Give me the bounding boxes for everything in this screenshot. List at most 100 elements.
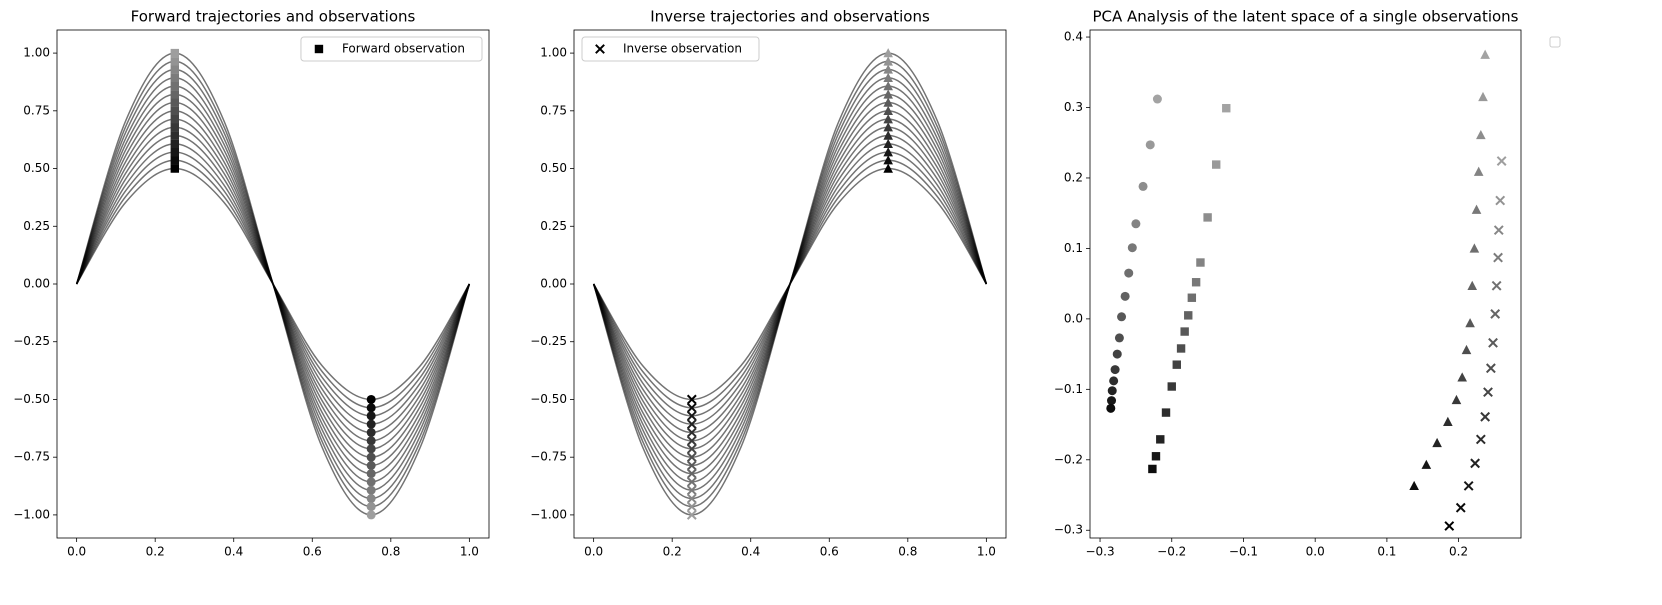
x-tick-label: 0.0	[67, 545, 86, 559]
scatter-point	[1495, 195, 1506, 206]
observation-marker	[170, 73, 180, 82]
scatter-point	[1491, 280, 1502, 291]
observation-marker	[366, 494, 376, 504]
y-tick-label: 0.3	[1064, 100, 1083, 114]
x-tick-label: 0.4	[741, 545, 760, 559]
scatter-point	[1127, 243, 1137, 253]
scatter-point	[1184, 311, 1193, 320]
scatter-point	[1461, 344, 1472, 355]
x-tick-label: 0.4	[224, 545, 243, 559]
y-tick-label: −0.75	[13, 450, 50, 464]
observation-marker	[686, 510, 697, 520]
x-tick-label: −0.2	[1157, 545, 1186, 559]
observation-marker	[366, 510, 376, 520]
y-tick-label: 0.00	[540, 277, 567, 291]
observation-marker	[686, 476, 697, 487]
observation-marker	[366, 394, 376, 404]
scatter-point	[1172, 360, 1181, 369]
observation-marker	[686, 410, 697, 421]
y-tick-label: 0.75	[23, 103, 50, 117]
scatter-point	[1176, 344, 1186, 353]
scatter-point	[1106, 403, 1116, 413]
observation-marker	[170, 147, 180, 157]
scatter-point	[1476, 129, 1486, 140]
y-tick-label: −0.2	[1054, 452, 1083, 466]
x-tick-label: 1.0	[460, 545, 479, 559]
observation-marker	[170, 123, 180, 132]
scatter-point	[1152, 94, 1162, 104]
observation-marker	[686, 468, 697, 479]
observation-marker	[366, 502, 376, 512]
observation-marker	[170, 98, 180, 107]
scatter-point	[1493, 252, 1503, 263]
observation-marker	[170, 81, 180, 91]
observation-marker	[366, 411, 376, 421]
scatter-point	[1161, 408, 1171, 417]
y-tick-label: 0.50	[23, 161, 50, 175]
observation-marker	[366, 427, 376, 437]
observation-marker	[883, 105, 893, 116]
scatter-point	[1148, 464, 1157, 474]
legend-box	[1549, 36, 1561, 48]
scatter-point	[1107, 396, 1117, 406]
observation-marker	[686, 435, 697, 446]
scatter-point	[1465, 318, 1475, 328]
x-tick-label: 0.0	[1306, 545, 1325, 559]
scatter-point	[1493, 225, 1504, 236]
observation-marker	[686, 402, 697, 413]
scatter-point	[1212, 160, 1221, 169]
observation-marker	[170, 57, 180, 66]
x-tick-label: 0.2	[1449, 545, 1468, 559]
x-tick-label: 0.6	[303, 545, 322, 559]
scatter-point	[1421, 459, 1432, 469]
legend: Forward observation	[300, 36, 483, 62]
scatter-point	[1463, 480, 1474, 491]
observation-marker	[170, 65, 180, 74]
y-tick-label: −0.1	[1054, 382, 1083, 396]
y-tick-label: −0.3	[1054, 523, 1083, 537]
scatter-point	[1496, 156, 1507, 166]
observation-marker	[883, 89, 893, 99]
observation-marker	[883, 138, 893, 149]
y-tick-label: 0.00	[23, 277, 50, 291]
legend-label: Inverse observation	[623, 42, 742, 56]
x-tick-label: −0.3	[1085, 545, 1114, 559]
scatter-point	[1196, 258, 1205, 267]
scatter-point	[1473, 166, 1484, 176]
observation-marker	[686, 485, 697, 496]
legend-label: Forward observation	[342, 42, 465, 56]
scatter-point	[1483, 387, 1493, 398]
axes-frame	[56, 29, 490, 539]
y-tick-label: −0.25	[530, 334, 567, 348]
scatter-point	[1488, 337, 1498, 348]
observation-marker	[883, 56, 893, 66]
scatter-point	[1478, 91, 1488, 102]
observation-marker	[366, 419, 376, 429]
scatter-point	[1470, 458, 1481, 469]
y-tick-label: 0.1	[1064, 241, 1083, 255]
axes-frame	[573, 29, 1007, 539]
scatter-point	[1480, 411, 1491, 422]
scatter-point	[1151, 452, 1161, 461]
scatter-point	[1156, 435, 1165, 444]
x-tick-label: 0.6	[820, 545, 839, 559]
y-tick-label: −0.25	[13, 334, 50, 348]
x-tick-label: 0.1	[1377, 545, 1396, 559]
y-tick-label: 0.0	[1064, 311, 1083, 325]
y-tick-label: 0.4	[1064, 30, 1083, 44]
x-tick-label: 0.8	[381, 545, 400, 559]
axes-title: PCA Analysis of the latent space of a si…	[1092, 8, 1518, 26]
legend: Inverse observation	[581, 36, 760, 62]
y-tick-label: 1.00	[23, 46, 50, 60]
x-tick-label: 0.2	[663, 545, 682, 559]
legend-box	[581, 36, 760, 62]
observation-marker	[170, 131, 180, 140]
scatter-point	[1222, 104, 1231, 113]
scatter-point	[1451, 394, 1462, 405]
trajectory	[592, 52, 988, 516]
scatter-point	[1167, 382, 1176, 391]
scatter-point	[1457, 372, 1467, 382]
observation-marker	[170, 164, 180, 173]
